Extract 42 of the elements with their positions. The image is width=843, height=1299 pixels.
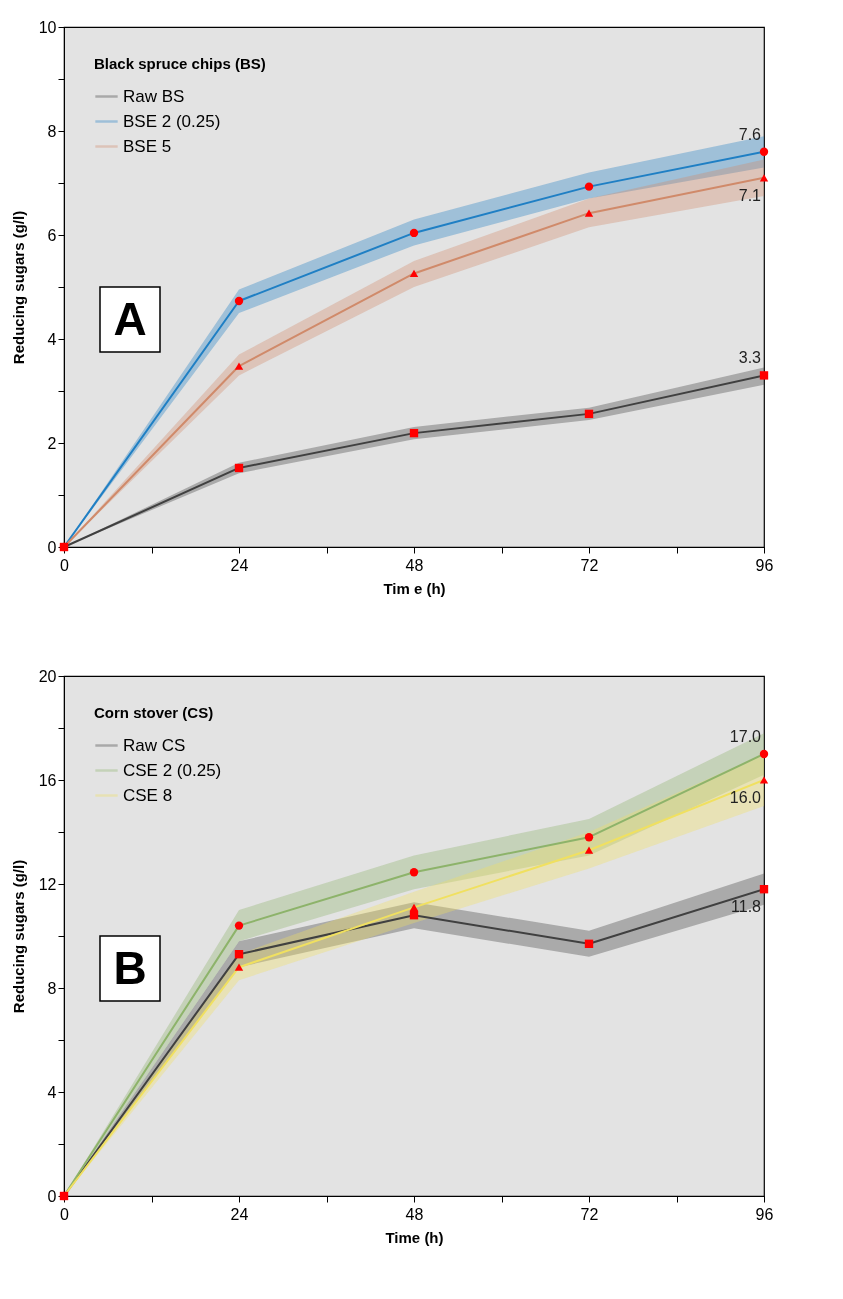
- data-label: 16.0: [729, 789, 762, 806]
- y-axis-title: Reducing sugars (g/l): [9, 859, 27, 1014]
- y-axis-title: Reducing sugars (g/l): [9, 210, 27, 365]
- legend-title: Corn stover (CS): [94, 704, 214, 721]
- legend-label: BSE 2 (0.25): [123, 111, 221, 131]
- x-tick-label: 0: [60, 556, 70, 574]
- x-tick-label: 0: [60, 1205, 70, 1223]
- x-tick-label: 48: [405, 556, 424, 574]
- data-label: 11.8: [731, 898, 762, 916]
- x-axis-title: Time (h): [385, 1228, 444, 1246]
- y-tick-label: 20: [38, 667, 57, 685]
- annotation: B: [113, 942, 147, 994]
- legend-label: CSE 2 (0.25): [123, 760, 222, 780]
- x-tick-label: 96: [755, 1205, 774, 1223]
- y-tick-label: 4: [47, 1083, 57, 1101]
- data-label: 17.0: [729, 728, 762, 745]
- y-tick-label: 8: [47, 122, 57, 140]
- y-tick-label: 12: [38, 875, 57, 893]
- annotation: A: [113, 293, 147, 345]
- data-label: 3.3: [738, 349, 762, 367]
- x-tick-label: 48: [405, 1205, 424, 1223]
- y-tick-label: 2: [47, 434, 57, 452]
- x-tick-label: 24: [230, 1205, 249, 1223]
- y-tick-label: 0: [47, 1187, 57, 1205]
- x-tick-label: 72: [580, 556, 599, 574]
- x-axis-title: Tim e (h): [383, 579, 446, 597]
- x-tick-label: 96: [755, 556, 774, 574]
- x-tick-label: 24: [230, 556, 249, 574]
- y-tick-label: 6: [47, 226, 57, 244]
- x-tick-label: 72: [580, 1205, 599, 1223]
- legend-title: Black spruce chips (BS): [94, 55, 266, 72]
- legend-label: CSE 8: [123, 785, 173, 805]
- legend-label: BSE 5: [123, 136, 172, 156]
- y-tick-label: 8: [47, 979, 57, 997]
- data-label: 7.6: [738, 125, 762, 143]
- y-tick-label: 4: [47, 330, 57, 348]
- data-label: 7.1: [738, 186, 762, 204]
- legend-label: Raw CS: [123, 735, 186, 755]
- y-tick-label: 0: [47, 538, 57, 556]
- y-tick-label: 10: [38, 18, 57, 36]
- y-tick-label: 16: [38, 771, 57, 789]
- legend-label: Raw BS: [123, 86, 185, 106]
